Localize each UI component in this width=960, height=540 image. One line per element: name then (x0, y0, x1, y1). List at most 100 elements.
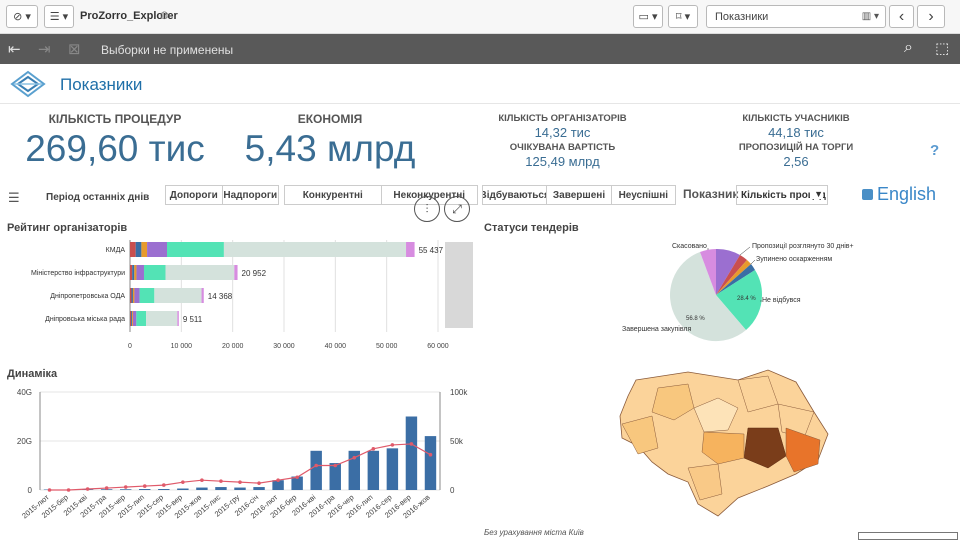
dynamics-line-point[interactable] (85, 487, 90, 491)
dynamics-line-point[interactable] (276, 478, 280, 482)
ranking-bar-segment[interactable] (177, 311, 179, 326)
filter-completed[interactable]: Завершені (547, 186, 612, 204)
ranking-scrollbar[interactable] (445, 242, 473, 328)
ranking-bar-segment[interactable] (134, 288, 140, 303)
ranking-bar-segment[interactable] (143, 265, 166, 280)
dynamics-line-point[interactable] (409, 442, 414, 446)
dynamics-bar[interactable] (386, 448, 399, 490)
ranking-bar-segment[interactable] (135, 242, 142, 257)
dynamics-bar[interactable] (196, 487, 208, 490)
filter-competitive[interactable]: Конкурентні (285, 186, 382, 204)
search-icon[interactable]: ⌕ (904, 39, 913, 56)
fullscreen-button[interactable]: ⤢ (444, 196, 470, 222)
next-sheet-button[interactable]: › (917, 5, 945, 28)
ranking-bar-segment[interactable] (136, 265, 144, 280)
sheet-header: Показники (0, 64, 960, 104)
dynamics-line-point[interactable] (295, 475, 299, 480)
filter-failed[interactable]: Неуспішні (618, 189, 669, 201)
sheet-selector[interactable]: Показники ▥ ▾ (706, 5, 886, 28)
dynamics-line-point[interactable] (371, 447, 376, 451)
dynamics-line-point[interactable] (142, 484, 147, 488)
dynamics-bar[interactable] (272, 480, 284, 490)
dynamics-bar[interactable] (234, 487, 246, 490)
filter-above-threshold[interactable]: Надпороги (223, 189, 278, 201)
dynamics-bar[interactable] (310, 450, 322, 490)
ranking-bar-segment[interactable] (166, 242, 224, 257)
language-switch-link[interactable]: English (877, 184, 937, 204)
ranking-bar-segment[interactable] (141, 242, 148, 257)
dynamics-line-point[interactable] (238, 480, 242, 484)
ranking-bar-segment[interactable] (406, 242, 415, 257)
dynamics-line-point[interactable] (200, 478, 204, 482)
dynamics-bar[interactable] (120, 489, 132, 490)
ranking-bar-segment[interactable] (130, 242, 136, 257)
ranking-bar-segment[interactable] (223, 242, 407, 257)
dynamics-bar[interactable] (158, 489, 170, 490)
step-back-icon[interactable]: ⇤ (8, 41, 21, 58)
period-filter-label[interactable]: Період останніх днів (46, 192, 150, 203)
step-forward-icon[interactable]: ⇥ (38, 41, 51, 58)
dynamics-line-point[interactable] (314, 463, 318, 468)
ranking-bar-segment[interactable] (154, 288, 202, 303)
ranking-bar-segment[interactable] (130, 288, 132, 303)
ranking-bar-segment[interactable] (130, 311, 131, 326)
previous-sheet-button[interactable]: ‹ (889, 5, 914, 28)
dynamics-line-point[interactable] (104, 486, 109, 490)
ranking-row-label[interactable]: КМДА (106, 247, 126, 254)
help-icon[interactable]: ? (930, 142, 940, 159)
ranking-bar-segment[interactable] (165, 265, 235, 280)
dynamics-line-point[interactable] (123, 485, 128, 489)
dynamics-line-point[interactable] (162, 483, 166, 487)
dynamics-bar[interactable] (367, 450, 380, 490)
dynamics-bar[interactable] (253, 487, 265, 490)
ranking-bar-segment[interactable] (201, 288, 204, 303)
clear-all-icon[interactable]: ⊠ (68, 41, 81, 58)
ranking-bar-segment[interactable] (131, 311, 133, 326)
dynamics-line-point[interactable] (352, 455, 357, 460)
dynamics-bar[interactable] (329, 463, 341, 490)
menu-button[interactable]: ☰ ▾ (44, 5, 74, 28)
ranking-bar-segment[interactable] (146, 311, 178, 326)
dynamics-bar[interactable] (177, 488, 189, 490)
dynamics-line-point[interactable] (333, 463, 338, 468)
dynamics-bar[interactable] (348, 450, 360, 490)
dynamics-bar[interactable] (291, 476, 303, 490)
story-button[interactable]: ▭ ▾ (633, 5, 663, 28)
dynamics-line-point[interactable] (181, 480, 185, 484)
ranking-bar-segment[interactable] (134, 265, 137, 280)
hamburger-menu-icon[interactable]: ☰ (8, 190, 20, 205)
dynamics-bar[interactable] (405, 416, 418, 491)
ranking-bar-segment[interactable] (139, 288, 155, 303)
dynamics-line-point[interactable] (428, 452, 433, 457)
ranking-row-label[interactable]: Дніпропетровська ОДА (50, 292, 125, 300)
adjust-sliders-button[interactable]: ⫶ (414, 196, 440, 222)
dynamics-line-point[interactable] (47, 488, 52, 492)
dynamics-right-tick: 100k (450, 388, 468, 397)
ranking-row-label[interactable]: Дніпровська міська рада (45, 315, 125, 323)
dynamics-bar[interactable] (139, 489, 151, 490)
ranking-bar-segment[interactable] (130, 311, 132, 326)
ranking-bar-segment[interactable] (130, 265, 133, 280)
filter-active[interactable]: Відбуваються (483, 186, 548, 204)
indicator-dropdown[interactable]: Кількість процед ▼ (736, 185, 828, 205)
bookmark-button[interactable]: ⌑ ▾ (668, 5, 698, 28)
dynamics-bar[interactable] (215, 487, 227, 490)
navigation-button[interactable]: ⊘ ▾ (6, 5, 38, 28)
dynamics-line-point[interactable] (66, 488, 71, 492)
ranking-bar-segment[interactable] (147, 242, 167, 257)
bookmark-icon: ⌑ ▾ (675, 11, 691, 23)
dynamics-bar[interactable] (424, 436, 437, 490)
dynamics-line-point[interactable] (219, 479, 223, 483)
dynamics-line-point[interactable] (257, 481, 261, 485)
ranking-bar-segment[interactable] (131, 288, 133, 303)
ranking-bar-segment[interactable] (234, 265, 238, 280)
ranking-bar-segment[interactable] (132, 311, 137, 326)
ranking-bar-segment[interactable] (132, 288, 135, 303)
dynamics-line-point[interactable] (390, 443, 395, 447)
filter-noncompetitive[interactable]: Неконкурентні (393, 189, 466, 201)
ranking-row-label[interactable]: Міністерство інфраструктури (31, 269, 125, 277)
ranking-bar-segment[interactable] (136, 311, 147, 326)
ranking-bar-segment[interactable] (132, 265, 135, 280)
filter-below-threshold[interactable]: Допороги (166, 186, 223, 204)
selection-tool-icon[interactable]: ⬚ (935, 40, 950, 57)
